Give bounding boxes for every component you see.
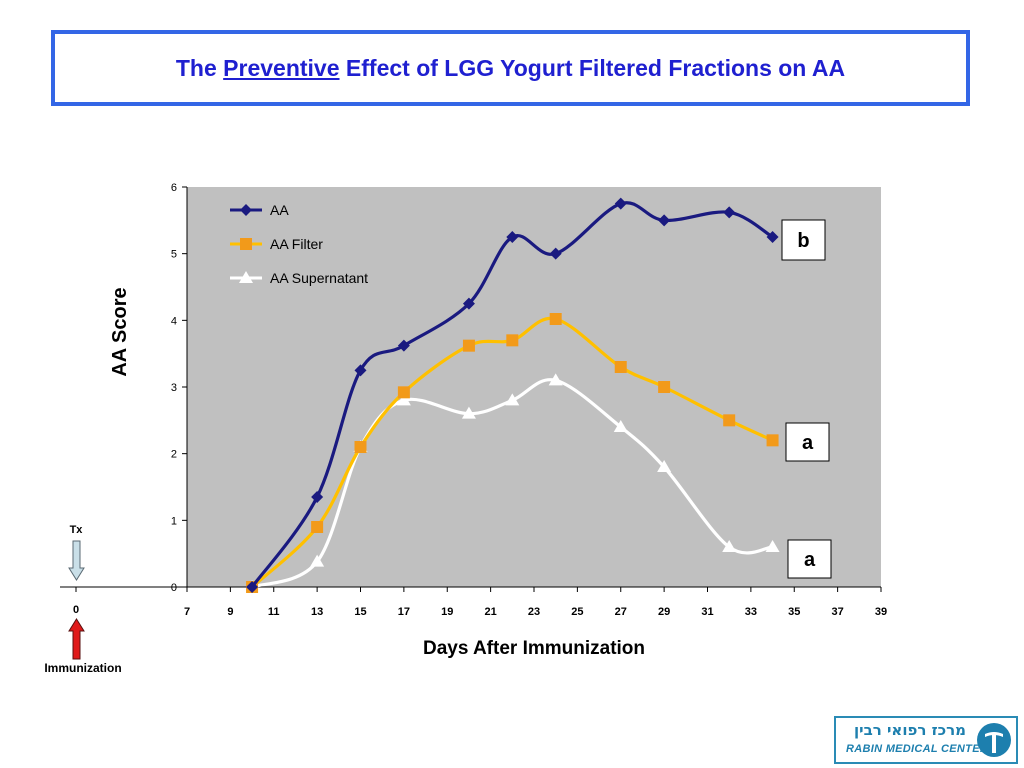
data-point-aa-supernatant <box>548 373 563 386</box>
x-tick-label: 33 <box>745 606 757 618</box>
x-tick-label: 27 <box>615 606 627 618</box>
x-tick-label: 13 <box>311 606 323 618</box>
slide-title: The Preventive Effect of LGG Yogurt Filt… <box>176 55 845 82</box>
legend-marker-aa <box>240 204 252 216</box>
data-point-aa <box>397 339 410 352</box>
data-point-aa-filter <box>766 434 779 447</box>
immunization-arrow-icon <box>68 618 85 660</box>
data-point-aa-supernatant <box>765 540 780 552</box>
data-point-aa-supernatant <box>657 460 672 472</box>
title-prefix: The <box>175 54 224 81</box>
significance-box <box>787 539 832 579</box>
immunization-label: Immunization <box>44 661 121 675</box>
data-point-aa <box>658 214 671 227</box>
legend-label-aa: AA <box>270 202 289 218</box>
x-tick-label: 9 <box>227 606 233 618</box>
data-point-aa-filter <box>506 334 519 347</box>
data-point-aa <box>549 247 562 260</box>
significance-label: b <box>797 230 809 252</box>
data-point-aa <box>462 297 475 310</box>
data-point-aa-supernatant <box>613 420 628 432</box>
data-point-aa-filter <box>723 414 736 427</box>
x-tick-label: 7 <box>184 606 190 618</box>
data-point-aa-supernatant <box>310 554 325 567</box>
x-tick-label: 31 <box>701 606 713 618</box>
y-tick-label: 6 <box>171 182 177 194</box>
data-point-aa <box>506 231 519 243</box>
data-point-aa <box>246 581 259 593</box>
x-tick-label: 17 <box>398 606 410 618</box>
title-emphasis: Preventive <box>223 54 340 81</box>
x-axis-label: Days After Immunization <box>423 638 645 659</box>
x-tick-label: 37 <box>832 606 844 618</box>
significance-label: a <box>802 432 814 454</box>
x-tick-label: 29 <box>658 606 670 618</box>
data-point-aa-supernatant <box>461 406 476 419</box>
y-tick-label: 2 <box>171 449 177 461</box>
data-point-aa-supernatant <box>505 393 520 406</box>
data-point-aa-filter <box>354 441 367 453</box>
data-point-aa-supernatant <box>396 393 411 406</box>
logo-english-text: RABIN MEDICAL CENTER <box>846 743 989 755</box>
title-suffix: Effect of LGG Yogurt Filtered Fractions … <box>339 54 846 81</box>
legend-marker-aa-supernatant <box>239 271 253 283</box>
data-point-aa <box>766 231 779 243</box>
data-point-aa-supernatant <box>722 540 737 552</box>
y-tick-label: 1 <box>171 515 177 527</box>
data-point-aa-filter <box>311 521 324 533</box>
y-tick-label: 4 <box>171 315 177 327</box>
data-point-aa-filter <box>549 313 562 325</box>
x-tick-label: 19 <box>441 606 453 618</box>
tx-label: Tx <box>70 524 84 536</box>
rabin-logo-icon <box>977 723 1011 757</box>
tx-arrow-icon <box>68 540 85 581</box>
y-axis-label: AA Score <box>109 287 131 376</box>
y-tick-label: 3 <box>171 382 177 394</box>
rabin-logo: מרכז רפואי רבין RABIN MEDICAL CENTER <box>834 716 1018 764</box>
data-point-aa-filter <box>614 361 627 373</box>
legend-marker-aa-filter <box>240 238 252 250</box>
x-tick-label: 35 <box>788 606 800 618</box>
zero-label: 0 <box>73 604 79 616</box>
y-tick-label: 5 <box>171 249 177 261</box>
significance-label: a <box>804 549 816 571</box>
data-point-aa-filter <box>658 381 671 393</box>
data-point-aa <box>723 206 736 219</box>
data-point-aa-filter <box>397 386 410 399</box>
data-point-aa <box>354 364 367 377</box>
data-point-aa <box>311 491 324 503</box>
title-box: The Preventive Effect of LGG Yogurt Filt… <box>51 30 970 106</box>
logo-hebrew-text: מרכז רפואי רבין <box>854 721 966 739</box>
significance-box <box>785 422 830 462</box>
y-tick-label: 0 <box>171 582 177 594</box>
legend-label-aa-filter: AA Filter <box>270 236 323 252</box>
x-tick-label: 11 <box>268 606 280 618</box>
significance-box <box>781 219 826 261</box>
x-tick-label: 25 <box>571 606 583 618</box>
data-point-aa <box>614 197 627 210</box>
legend-label-aa-supernatant: AA Supernatant <box>270 270 368 286</box>
x-tick-label: 21 <box>485 606 497 618</box>
x-tick-label: 39 <box>875 606 887 618</box>
data-point-aa-filter <box>462 339 475 352</box>
x-tick-label: 23 <box>528 606 540 618</box>
x-tick-label: 15 <box>354 606 366 618</box>
